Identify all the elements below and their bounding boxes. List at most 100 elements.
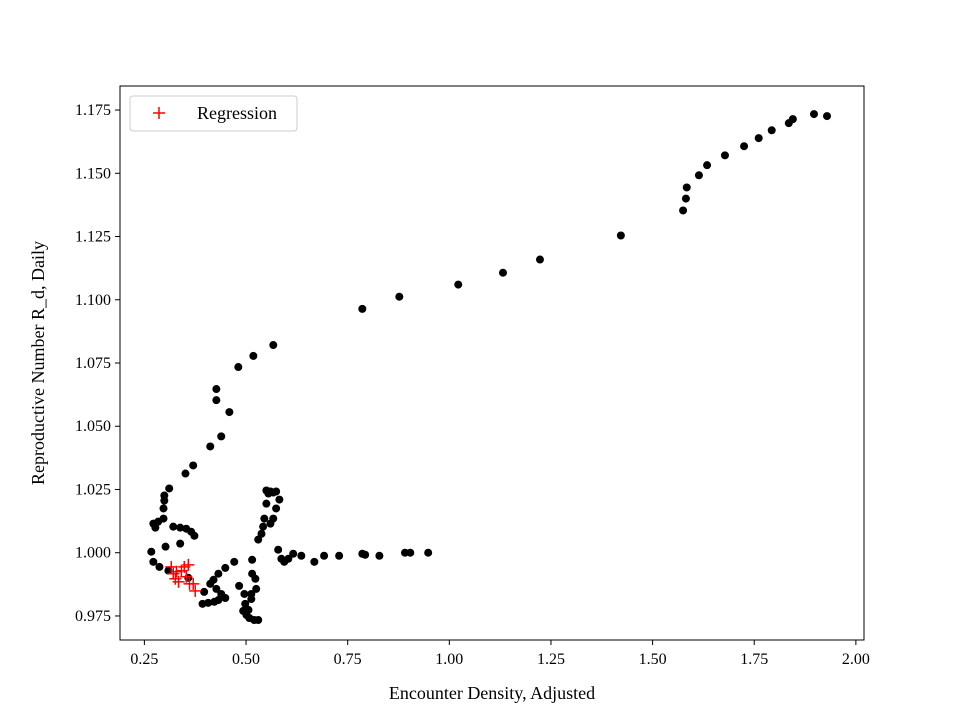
data-point xyxy=(181,469,190,478)
data-point xyxy=(703,161,712,170)
x-tick-label: 1.25 xyxy=(537,651,565,668)
data-point xyxy=(230,557,239,566)
data-point xyxy=(212,584,221,593)
data-point xyxy=(275,495,284,504)
data-point xyxy=(498,268,507,277)
regression-point xyxy=(180,570,193,583)
x-tick-label: 0.50 xyxy=(232,651,260,668)
data-point xyxy=(214,569,223,578)
data-point xyxy=(254,535,263,544)
x-tick-label: 0.25 xyxy=(130,651,158,668)
data-point xyxy=(200,587,209,596)
data-point xyxy=(155,562,164,571)
legend: Regression xyxy=(129,95,298,132)
data-point xyxy=(679,206,688,215)
data-point xyxy=(149,557,158,566)
data-point xyxy=(249,351,258,360)
data-point xyxy=(184,573,193,582)
data-point xyxy=(241,599,250,608)
data-point xyxy=(189,461,198,470)
data-point xyxy=(681,194,690,203)
data-point xyxy=(809,110,818,119)
data-point xyxy=(262,499,271,508)
data-point xyxy=(754,134,763,143)
data-point xyxy=(176,539,185,548)
data-point xyxy=(272,504,281,513)
regression-point xyxy=(169,572,182,585)
y-axis-ticks: 0.975 1.000 1.025 1.050 1.075 1.100 1.125 1.150… xyxy=(75,102,120,625)
data-point xyxy=(160,496,169,505)
data-point xyxy=(252,584,261,593)
data-point xyxy=(221,563,230,572)
x-tick-label: 0.75 xyxy=(334,651,362,668)
y-tick-label: 1.000 xyxy=(75,545,111,562)
data-point xyxy=(289,549,298,558)
y-tick-label: 1.050 xyxy=(75,418,111,435)
data-point xyxy=(284,554,293,563)
data-point xyxy=(221,594,230,603)
data-point xyxy=(720,151,729,160)
data-point xyxy=(206,442,215,451)
data-point xyxy=(335,551,344,560)
data-point xyxy=(269,341,278,350)
data-point xyxy=(535,255,544,264)
data-point xyxy=(297,551,306,560)
x-tick-label: 1.75 xyxy=(740,651,768,668)
data-point xyxy=(784,119,793,128)
y-tick-label: 1.100 xyxy=(75,292,111,309)
y-tick-label: 1.150 xyxy=(75,165,111,182)
data-point xyxy=(234,363,243,372)
data-point xyxy=(235,581,244,590)
data-point xyxy=(259,522,268,531)
regression-point xyxy=(172,575,185,588)
data-point xyxy=(682,183,691,192)
data-point xyxy=(212,396,221,405)
data-point xyxy=(212,385,221,394)
data-point xyxy=(165,484,174,493)
data-point xyxy=(424,548,433,557)
data-point xyxy=(217,432,226,441)
data-point xyxy=(247,589,256,598)
data-point xyxy=(225,408,234,417)
regression-point xyxy=(167,567,180,580)
data-point xyxy=(266,519,275,528)
legend-marker-plus-icon xyxy=(153,107,165,119)
plot-frame xyxy=(119,85,865,641)
data-point xyxy=(159,504,168,513)
data-point xyxy=(164,566,173,575)
regression-point xyxy=(187,577,200,590)
data-point xyxy=(257,529,266,538)
regression-point xyxy=(189,584,202,597)
data-point xyxy=(260,514,269,523)
x-axis-ticks: 0.25 0.50 0.75 1.00 1.25 1.50 1.75 2.00 xyxy=(130,640,870,668)
data-point xyxy=(204,598,213,607)
data-point xyxy=(254,616,263,625)
data-point xyxy=(147,547,156,556)
data-point xyxy=(244,605,253,614)
data-points xyxy=(147,110,832,625)
y-tick-label: 1.075 xyxy=(75,355,111,372)
data-point xyxy=(395,292,404,301)
data-point xyxy=(823,112,832,121)
x-axis-label: Encounter Density, Adjusted xyxy=(389,683,595,703)
y-tick-label: 0.975 xyxy=(75,608,111,625)
regression-point xyxy=(165,560,178,573)
data-point xyxy=(358,304,367,313)
data-point xyxy=(151,523,160,532)
data-point xyxy=(274,545,283,554)
data-point xyxy=(310,557,319,566)
y-tick-label: 1.175 xyxy=(75,102,111,119)
data-point xyxy=(767,126,776,135)
data-point xyxy=(209,575,218,584)
data-point xyxy=(406,548,415,557)
data-point xyxy=(361,550,370,559)
data-point xyxy=(240,589,249,598)
data-point xyxy=(320,551,329,560)
y-axis-label: Reproductive Number R_d, Daily xyxy=(28,241,48,485)
regression-point xyxy=(182,558,195,571)
x-tick-label: 2.00 xyxy=(842,651,870,668)
data-point xyxy=(740,142,749,151)
data-point xyxy=(616,231,625,240)
x-tick-label: 1.00 xyxy=(435,651,463,668)
